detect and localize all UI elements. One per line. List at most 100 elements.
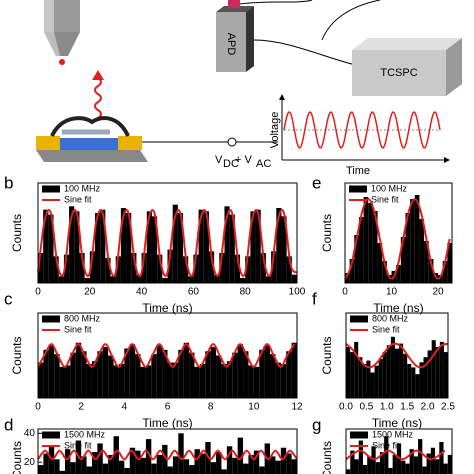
x-tick-label: 10 [248,402,260,413]
histogram-bar [367,456,372,474]
histogram-bar [375,462,380,474]
histogram-bar [384,436,389,474]
histogram-bar [58,276,64,283]
histogram-bar [439,441,444,474]
histogram-bar [439,341,444,398]
histogram-bar [382,261,387,283]
histogram-bar [291,274,297,283]
histogram-bar [276,208,282,283]
histogram-bar [221,364,227,398]
legend-label: Sine fit [371,194,399,204]
y-axis-label: Counts [320,214,334,252]
plot-frame [345,312,449,399]
source-plus-v: + V [235,154,252,166]
histogram-bar [237,437,244,474]
histogram-bar [438,275,443,283]
histogram-bar [205,351,211,398]
histogram-bar [115,256,121,283]
histogram-bar [435,459,440,474]
histogram-bar [183,342,190,398]
histogram-bar [64,365,71,398]
histogram-bar [151,463,157,474]
histogram-bar [38,253,44,283]
histogram-bar [379,452,385,474]
tcspc-box [352,38,462,96]
histogram-bar [167,249,173,283]
histogram-bar [108,355,114,398]
histogram-bar [54,354,60,398]
histogram-bar [413,456,419,474]
histogram-bar [255,209,261,283]
histogram-bar [358,440,363,474]
source-dc: DC [223,158,239,170]
histogram-bar [108,454,114,474]
histogram-bar [43,349,49,398]
histogram-bar [199,453,206,474]
histogram-bar [48,214,54,283]
histogram-bar [113,365,119,398]
x-tick-label: 6 [165,402,171,413]
panel-letter: f [312,289,317,308]
legend-swatch [349,185,367,193]
histogram-bar [53,256,59,283]
histogram-bar [146,211,152,283]
histogram-bar [100,209,106,283]
y-axis-label: Counts [320,441,334,474]
histogram-bar [248,365,254,398]
histogram-bar [126,213,132,283]
histogram-bar [48,446,55,474]
histogram-bar [374,365,379,398]
x-tick-label: 1.5 [400,402,414,413]
histogram-bar [396,265,401,283]
panel: f Counts Time (ns) 0.0 0.5 1.0 1.5 2.0 2.5 800 MH… [312,289,455,430]
histogram-bar [162,444,168,474]
histogram-bar [63,254,70,283]
histogram-bar [363,197,369,283]
histogram-bar [120,208,127,283]
histogram-bar [291,459,297,474]
histogram-bar [370,372,375,398]
y-axis-label: Counts [320,336,334,374]
histogram-bar [399,343,404,398]
histogram-bar [84,278,90,283]
histogram-bar [70,462,76,474]
histogram-bar [346,469,351,474]
histogram-bar [151,354,157,398]
panel-letter: e [312,173,321,192]
histogram-bar [358,217,364,283]
histogram-bar [253,450,260,474]
legend-label: Sine fit [64,440,92,450]
histogram-bar [259,349,265,398]
histogram-bar [243,351,249,398]
histogram-bar [54,459,60,474]
histogram-bar [141,253,147,283]
histogram-bar [224,206,230,283]
histogram-bar [43,453,49,474]
fit-line [345,342,449,369]
histogram-bar [94,213,101,283]
histogram-bar [350,450,355,474]
histogram-bar [110,276,116,283]
histogram-bar [48,345,55,398]
x-tick-label: 100 [289,287,306,298]
panel-letter: b [4,173,13,192]
x-tick-label: 2.0 [421,402,435,413]
histogram-bar [124,348,130,398]
legend-swatch [350,315,368,323]
histogram-bar [226,446,233,474]
histogram-bar [167,362,173,398]
legend-label: 100 MHz [371,183,408,193]
histogram-bar [189,352,195,398]
histogram-bar [405,213,411,283]
histogram-bar [135,450,141,474]
plot-frame [345,428,453,474]
x-tick-label: 2.5 [441,402,455,413]
x-tick-label: 2 [78,402,84,413]
histogram-bar [362,465,368,474]
histogram-bar [234,254,241,283]
apd-box [216,0,381,72]
